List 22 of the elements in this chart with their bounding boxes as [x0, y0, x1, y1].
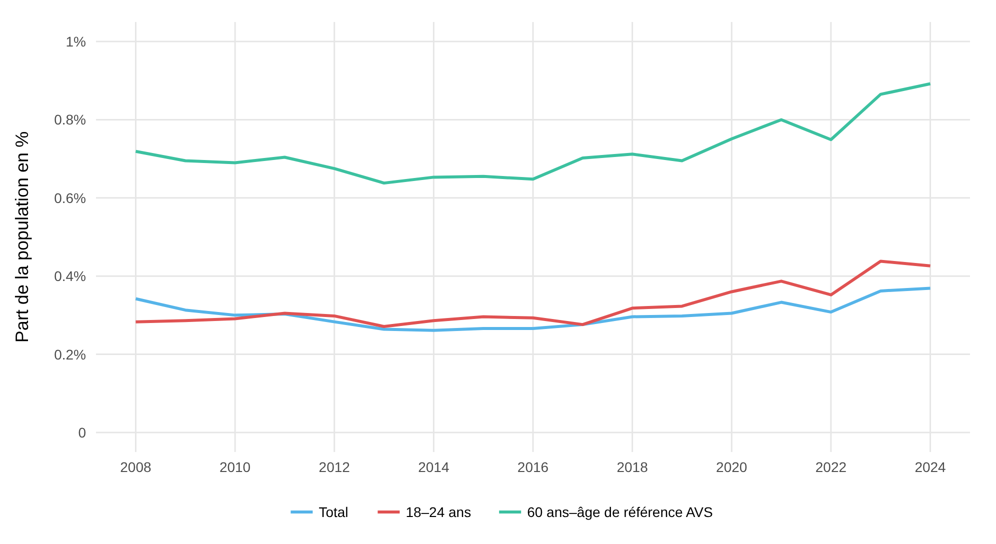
- y-tick-label: 0.2%: [54, 346, 86, 362]
- y-tick-label: 0.8%: [54, 112, 86, 128]
- x-tick-label: 2012: [318, 459, 350, 475]
- x-tick-label: 2020: [716, 459, 748, 475]
- y-tick-label: 0: [78, 424, 86, 440]
- x-tick-label: 2008: [120, 459, 152, 475]
- line-series: [134, 82, 932, 185]
- line-series: [134, 286, 932, 332]
- x-tick-label: 2022: [815, 459, 847, 475]
- x-tick-label: 2018: [616, 459, 648, 475]
- legend-label: 60 ans–âge de référence AVS: [527, 504, 713, 520]
- legend-label: Total: [318, 504, 348, 520]
- line-series: [134, 260, 932, 328]
- y-tick-label: 1%: [66, 34, 86, 50]
- x-tick-label: 2016: [517, 459, 549, 475]
- legend-label: 18–24 ans: [406, 504, 472, 520]
- y-tick-label: 0.4%: [54, 268, 86, 284]
- x-tick-label: 2024: [914, 459, 946, 475]
- y-axis-title: Part de la population en %: [12, 131, 32, 343]
- x-tick-label: 2010: [219, 459, 251, 475]
- x-tick-label: 2014: [418, 459, 450, 475]
- y-tick-label: 0.6%: [54, 190, 86, 206]
